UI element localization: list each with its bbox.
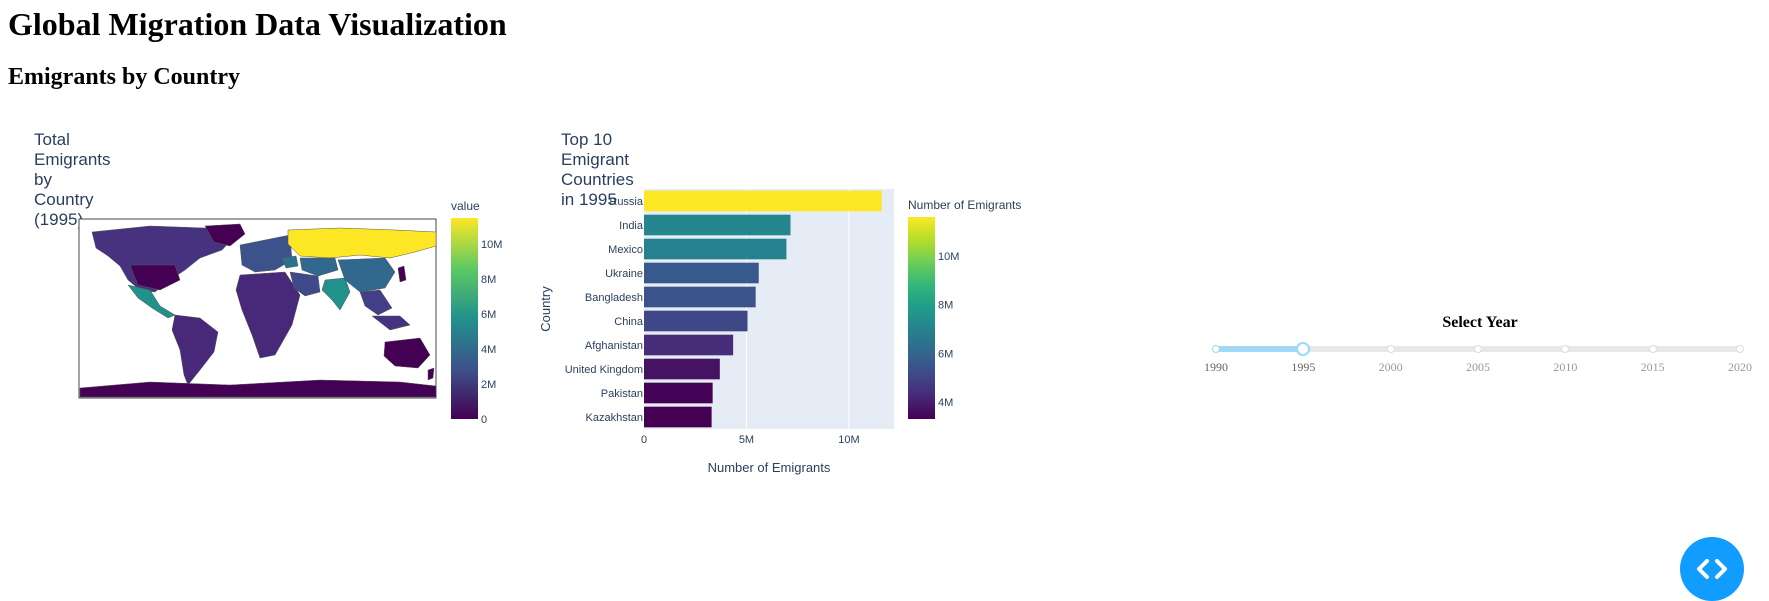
x-tick-label: 10M (838, 434, 859, 446)
y-tick-label: United Kingdom (565, 364, 643, 376)
y-tick-label: China (614, 316, 644, 328)
bar-colorbar-tick: 4M (938, 397, 953, 409)
code-brackets-icon (1697, 559, 1727, 579)
map-colorbar-tick: 4M (481, 344, 496, 356)
map-title: Total Emigrants by Country (1995) (34, 130, 111, 229)
page-title: Global Migration Data Visualization (8, 6, 507, 42)
bar-colorbar-tick: 8M (938, 300, 953, 312)
y-tick-label: India (619, 220, 644, 232)
slider-mark-2010[interactable]: 2010 (1553, 360, 1578, 374)
x-tick-label: 5M (739, 434, 754, 446)
y-tick-label: Kazakhstan (586, 412, 643, 424)
map-colorbar-title: value (451, 199, 480, 213)
bar[interactable] (644, 382, 713, 404)
y-tick-label: Pakistan (601, 388, 643, 400)
slider-mark-1995[interactable]: 1995 (1291, 360, 1316, 374)
bar[interactable] (644, 334, 734, 356)
slider-handle[interactable] (1296, 342, 1311, 356)
devtools-button[interactable] (1680, 537, 1744, 601)
y-tick-label: Russia (609, 196, 644, 208)
bar[interactable] (644, 214, 791, 236)
bar-colorbar (908, 217, 935, 419)
slider-dot[interactable] (1474, 345, 1482, 353)
bar-chart-title: Top 10 Emigrant Countries in 1995 (561, 130, 634, 209)
slider-fill (1216, 346, 1304, 352)
x-axis-label: Number of Emigrants (708, 460, 831, 475)
map-colorbar (451, 218, 478, 419)
slider-dot[interactable] (1736, 345, 1744, 353)
map-colorbar-ticks: 10M 8M 6M 4M 2M 0 (481, 239, 502, 426)
bar[interactable] (644, 358, 720, 380)
slider-dot[interactable] (1212, 345, 1220, 353)
slider-dot[interactable] (1561, 345, 1570, 353)
map-colorbar-tick: 6M (481, 309, 496, 321)
slider-mark-2005[interactable]: 2005 (1466, 360, 1490, 374)
map-svg: value 10M 8M 6M 4M 2M 0 (78, 199, 502, 426)
y-tick-label: Bangladesh (585, 292, 643, 304)
bar-chart-svg: 0 5M 10M Russia India Mexico Ukraine Bangladesh… (540, 189, 1021, 475)
bar[interactable] (644, 262, 759, 284)
slider-mark-2015[interactable]: 2015 (1640, 360, 1665, 374)
year-slider-panel: Select Year 1990 1995 2000 2005 2010 2015 2020 (1200, 300, 1760, 380)
bar-colorbar-tick: 6M (938, 348, 953, 360)
bar-colorbar-tick: 10M (938, 251, 959, 263)
bar[interactable] (644, 238, 787, 260)
section-title: Emigrants by Country (8, 64, 241, 90)
bar[interactable] (644, 190, 882, 212)
bar[interactable] (644, 406, 712, 428)
map-colorbar-tick: 8M (481, 274, 496, 286)
y-tick-label: Mexico (608, 244, 643, 256)
slider-mark-1990[interactable]: 1990 (1204, 360, 1228, 374)
y-axis-label: Country (540, 286, 553, 332)
slider-mark-2000[interactable]: 2000 (1378, 360, 1403, 374)
y-tick-label: Ukraine (605, 268, 643, 280)
map-colorbar-tick: 2M (481, 379, 496, 391)
map-colorbar-tick: 0 (481, 414, 487, 426)
x-tick-label: 0 (641, 434, 647, 446)
map-colorbar-tick: 10M (481, 239, 502, 251)
y-tick-label: Afghanistan (585, 340, 643, 352)
world-map[interactable] (78, 218, 437, 399)
bar[interactable] (644, 310, 748, 332)
slider-dot[interactable] (1386, 345, 1395, 353)
bar-colorbar-title: Number of Emigrants (908, 198, 1021, 212)
bar[interactable] (644, 286, 756, 308)
slider-mark-2020[interactable]: 2020 (1728, 360, 1752, 374)
slider-title: Select Year (1442, 314, 1518, 331)
slider-dot[interactable] (1648, 345, 1657, 353)
